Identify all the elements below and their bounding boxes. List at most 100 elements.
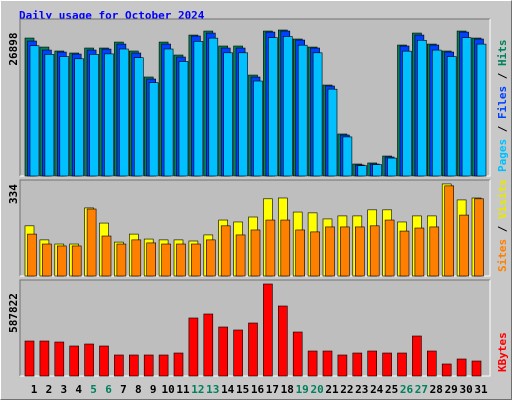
bar — [248, 322, 258, 377]
x-tick-label: 28 — [430, 383, 443, 396]
x-tick-label: 3 — [60, 383, 67, 396]
bar — [310, 231, 320, 277]
legend-entry: Pages — [496, 139, 509, 172]
x-tick-label: 31 — [474, 383, 488, 396]
x-tick-label: 21 — [325, 383, 339, 396]
bar — [295, 229, 306, 277]
x-tick-label: 30 — [459, 383, 472, 396]
bar — [173, 352, 184, 377]
x-tick-label: 17 — [266, 383, 279, 396]
bar — [387, 157, 397, 177]
x-tick-label: 7 — [120, 383, 127, 396]
bar — [114, 354, 124, 377]
legend-entry: Hits — [496, 40, 509, 67]
bar — [337, 354, 348, 377]
bar — [250, 229, 261, 277]
bar — [268, 37, 278, 177]
bar — [54, 341, 65, 377]
bar — [158, 354, 169, 377]
bar — [163, 48, 174, 177]
bar — [476, 43, 487, 177]
bar — [429, 226, 440, 277]
bar — [71, 245, 82, 277]
bar — [69, 345, 79, 377]
bar — [39, 340, 50, 377]
bar — [223, 52, 233, 177]
bar — [27, 233, 37, 277]
bar — [253, 80, 263, 177]
bar — [474, 198, 484, 277]
bar — [369, 225, 380, 277]
legend-entry: Sites — [496, 239, 509, 272]
bar — [280, 219, 291, 277]
bar — [206, 239, 216, 277]
bar — [74, 58, 84, 177]
bar — [116, 243, 127, 277]
x-tick-label: 16 — [251, 383, 265, 396]
bar — [426, 350, 437, 377]
bar — [143, 354, 154, 377]
bar — [414, 227, 425, 277]
bar — [277, 305, 288, 377]
x-tick-label: 2 — [46, 383, 53, 396]
bar — [459, 214, 469, 277]
bar — [352, 352, 363, 377]
bar — [148, 82, 159, 177]
y-tick-label: 334 — [7, 184, 20, 204]
bar — [89, 54, 99, 177]
x-tick-label: 22 — [340, 383, 353, 396]
bar — [191, 243, 201, 277]
bar — [131, 239, 142, 277]
bar — [24, 340, 35, 377]
x-tick-label: 4 — [75, 383, 82, 396]
bar — [84, 343, 94, 377]
bar — [471, 360, 482, 377]
bar — [86, 208, 97, 277]
bar — [384, 219, 395, 277]
x-tick-label: 13 — [206, 383, 219, 396]
legend: Sites / Visits — [496, 179, 509, 272]
bar — [161, 243, 171, 277]
bar — [178, 61, 189, 177]
bar — [220, 225, 231, 277]
legend-entry: Files — [496, 86, 509, 119]
bar — [101, 235, 112, 277]
x-tick-label: 24 — [370, 383, 384, 396]
bar — [342, 136, 353, 177]
bar — [412, 335, 422, 377]
legend-separator: / — [496, 66, 509, 86]
x-tick-label: 14 — [221, 383, 235, 396]
x-tick-label: 15 — [236, 383, 249, 396]
bar — [382, 352, 392, 377]
x-tick-label: 8 — [135, 383, 142, 396]
bar — [357, 165, 368, 177]
x-tick-label: 27 — [415, 383, 428, 396]
bar — [119, 48, 129, 177]
bar — [59, 56, 70, 177]
bar — [129, 354, 139, 377]
bar — [399, 230, 410, 277]
bar — [402, 50, 412, 177]
bar — [134, 57, 144, 177]
bar — [461, 37, 472, 177]
bar — [297, 44, 308, 177]
bar — [233, 329, 243, 377]
bar — [203, 313, 214, 377]
bar — [367, 350, 378, 377]
bar — [292, 331, 303, 377]
legend-separator: / — [496, 119, 509, 139]
bar — [238, 52, 248, 177]
plot-edge — [19, 279, 490, 376]
bar — [208, 37, 219, 177]
bar — [42, 243, 52, 277]
y-tick-label: 26898 — [7, 32, 20, 65]
bar — [265, 219, 276, 277]
bar — [431, 49, 442, 177]
bar — [56, 245, 67, 277]
bar — [446, 56, 457, 177]
bar — [312, 52, 323, 177]
bar — [218, 326, 228, 377]
y-tick-label: 587822 — [7, 293, 20, 333]
